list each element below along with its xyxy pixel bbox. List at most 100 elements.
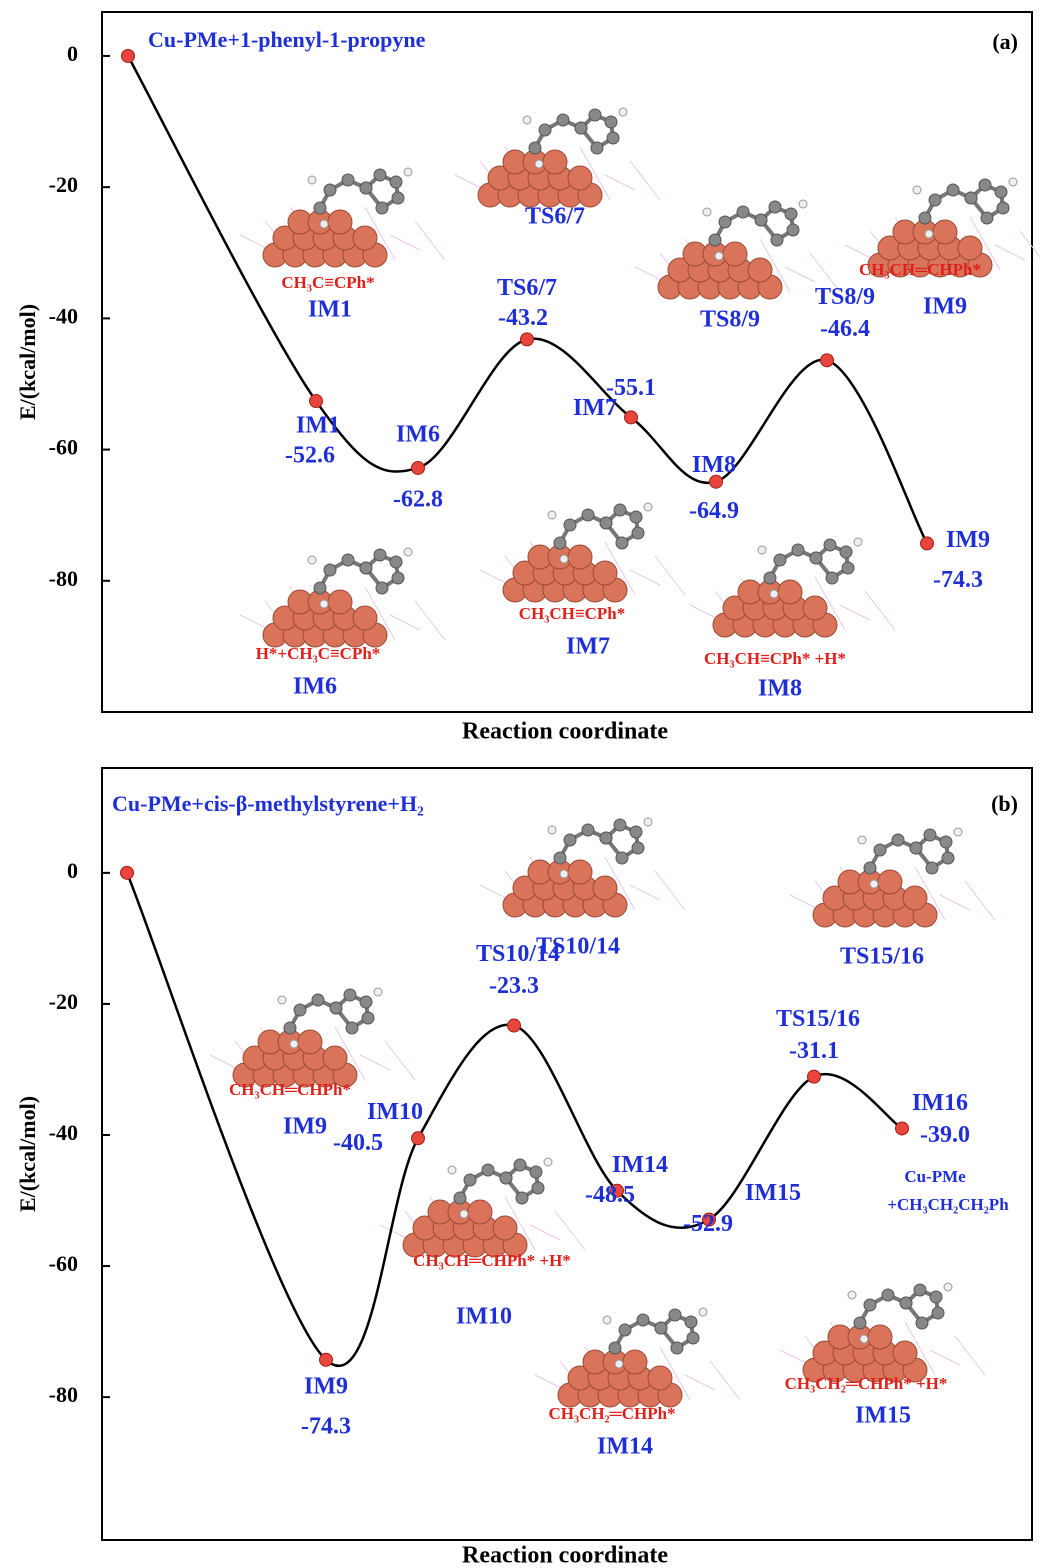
state-label: IM8 xyxy=(692,452,736,478)
ligand-line xyxy=(654,555,686,596)
cu-atom xyxy=(327,589,353,615)
h-atom xyxy=(698,1307,708,1317)
c-atom xyxy=(323,563,337,577)
cu-atom xyxy=(802,595,828,621)
chart-title: Cu-PMe+1-phenyl-1-propyne xyxy=(148,27,426,52)
ligand-line xyxy=(414,220,446,261)
c-atom xyxy=(931,1306,945,1320)
c-atom xyxy=(311,993,325,1007)
ligand-line xyxy=(629,160,661,201)
c-atom xyxy=(825,571,839,585)
c-atom xyxy=(786,223,800,237)
c-atom xyxy=(553,536,567,550)
state-label: IM15 xyxy=(745,1180,801,1206)
c-atom xyxy=(563,833,577,847)
c-atom xyxy=(928,193,942,207)
ligand-line xyxy=(529,1224,561,1241)
c-atom xyxy=(929,1290,943,1304)
c-atom xyxy=(375,581,389,595)
inset-label: TS15/16 xyxy=(840,944,924,970)
c-atom xyxy=(588,108,602,122)
state-note: Cu-PMe xyxy=(904,1167,966,1186)
ligand-line xyxy=(554,1210,586,1251)
ligand-line xyxy=(994,244,1026,261)
y-tick-label: -60 xyxy=(49,1251,78,1276)
cu-atom xyxy=(352,605,378,631)
cu-atom xyxy=(957,235,983,261)
state-marker xyxy=(309,394,323,409)
c-atom xyxy=(853,1316,867,1330)
ligand-line xyxy=(359,1054,391,1071)
inset-label: IM15 xyxy=(855,1403,911,1429)
x-axis-label: Reaction coordinate xyxy=(462,1543,668,1568)
cu-atom xyxy=(567,859,593,885)
inset-label: TS10/14 xyxy=(536,934,620,960)
c-atom xyxy=(604,115,618,129)
inset-formula: CH₃CH═CHPh* +H* xyxy=(413,1251,571,1270)
state-marker xyxy=(411,1131,425,1146)
ligand-line xyxy=(954,1335,986,1376)
c-atom xyxy=(606,131,620,145)
h-atom xyxy=(559,869,569,879)
inset-label: TS8/9 xyxy=(700,307,760,333)
c-atom xyxy=(631,526,645,540)
c-atom xyxy=(313,201,327,215)
ligand-line xyxy=(929,1349,961,1366)
c-atom xyxy=(359,995,373,1009)
c-atom xyxy=(946,183,960,197)
h-atom xyxy=(953,827,963,837)
h-atom xyxy=(403,547,413,557)
value-label: -74.3 xyxy=(933,567,983,593)
c-atom xyxy=(293,1003,307,1017)
state-label: TS8/9 xyxy=(815,284,875,310)
cu-atom xyxy=(327,209,353,235)
state-label: IM16 xyxy=(912,1090,968,1116)
ligand-line xyxy=(579,146,611,201)
c-atom xyxy=(899,1296,913,1310)
inset-structure xyxy=(239,167,446,268)
c-atom xyxy=(863,1298,877,1312)
panel-label: (a) xyxy=(992,29,1018,54)
c-atom xyxy=(881,1288,895,1302)
ligand-line xyxy=(904,1321,936,1376)
y-tick-label: 0 xyxy=(67,858,78,883)
plot-frame xyxy=(101,767,1033,1541)
value-label: -43.2 xyxy=(498,305,548,331)
c-atom xyxy=(939,835,953,849)
state-marker xyxy=(520,332,534,347)
state-note: +CH₃CH₂CH₂Ph xyxy=(887,1195,1009,1214)
c-atom xyxy=(373,168,387,182)
inset-structure xyxy=(779,1282,986,1383)
c-atom xyxy=(389,175,403,189)
c-atom xyxy=(913,1283,927,1297)
c-atom xyxy=(608,1341,622,1355)
c-atom xyxy=(629,825,643,839)
c-atom xyxy=(528,141,542,155)
ligand-line xyxy=(604,174,636,191)
ligand-line xyxy=(604,541,636,596)
inset-structure xyxy=(454,107,661,208)
h-atom xyxy=(547,825,557,835)
inset-structure xyxy=(479,817,686,918)
cu-atom xyxy=(567,544,593,570)
inset-structure xyxy=(209,987,416,1088)
c-atom xyxy=(618,1323,632,1337)
c-atom xyxy=(361,1011,375,1025)
c-atom xyxy=(553,851,567,865)
state-label: IM1 xyxy=(296,413,340,439)
value-label: -46.4 xyxy=(820,316,870,342)
inset-structure xyxy=(634,199,841,300)
cu-atom xyxy=(492,1215,518,1241)
state-marker xyxy=(507,1018,521,1033)
ligand-line xyxy=(384,1040,416,1081)
c-atom xyxy=(463,1173,477,1187)
state-marker xyxy=(709,474,723,489)
ligand-line xyxy=(684,1374,716,1391)
h-atom xyxy=(924,229,934,239)
c-atom xyxy=(499,1171,513,1185)
c-atom xyxy=(839,545,853,559)
inset-formula: CH₃CH₂═CHPh* xyxy=(548,1404,675,1423)
c-atom xyxy=(531,1181,545,1195)
c-atom xyxy=(770,233,784,247)
